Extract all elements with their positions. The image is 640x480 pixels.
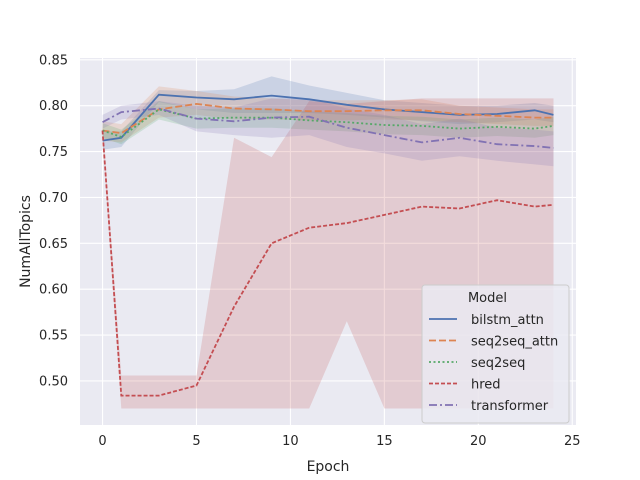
legend-box [421,284,570,424]
bilstm_attn-line [102,93,554,142]
y-tick-label: 0.65 [39,237,68,252]
legend-label-hred: hred [471,378,501,393]
hred-line [101,130,554,397]
legend-label-bilstm_attn: bilstm_attn [471,313,544,328]
x-tick-label: 0 [98,434,106,449]
x-tick-label: 20 [470,434,487,449]
y-axis-label: NumAllTopics [18,195,34,288]
transformer-line [102,107,554,149]
x-tick-label: 15 [376,434,393,449]
seq2seq_attn-band [102,86,554,143]
tick-labels: 0 5 10 15 20 25 0.50 0.55 0.60 0.65 0.70 0.75 0.80 0.… [39,53,580,449]
seq2seq_attn-line [102,102,554,135]
series-lines [101,93,554,397]
y-tick-label: 0.70 [39,191,68,206]
y-tick-label: 0.80 [39,99,68,114]
legend: Model bilstm_attn seq2seq_attn seq2seq hred… [421,284,570,424]
y-tick-label: 0.50 [39,374,68,389]
x-tick-label: 5 [192,434,200,449]
y-tick-label: 0.85 [39,53,68,68]
x-axis-label: Epoch [307,459,350,475]
x-tick-label: 25 [564,434,581,449]
y-tick-label: 0.55 [39,329,68,344]
legend-label-transformer: transformer [471,399,549,414]
x-tick-label: 10 [282,434,299,449]
y-tick-label: 0.60 [39,283,68,298]
y-tick-label: 0.75 [39,145,68,160]
legend-label-seq2seq_attn: seq2seq_attn [471,335,558,350]
transformer-band [102,98,554,167]
legend-items: bilstm_attn seq2seq_attn seq2seq hred transf… [429,313,558,414]
legend-title: Model [468,291,507,306]
bilstm_attn-band [102,76,554,150]
legend-label-seq2seq: seq2seq [471,356,525,371]
